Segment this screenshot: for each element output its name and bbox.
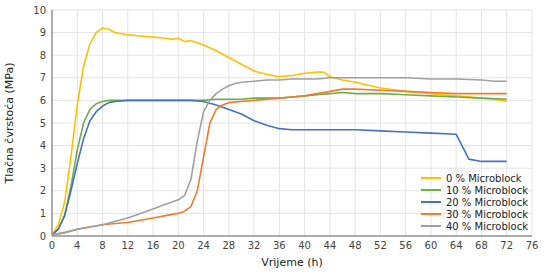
y-tick-label: 4 [40,140,46,151]
x-tick-label: 28 [222,240,235,251]
x-tick-label: 68 [475,240,488,251]
x-tick-label: 48 [349,240,362,251]
legend-swatch [421,189,441,191]
y-tick-label: 5 [40,118,46,129]
y-grid-line [52,145,532,146]
ticks: 0481216202428323640444852566064687276012… [33,5,538,252]
x-tick-label: 76 [526,240,539,251]
y-tick-label: 0 [40,231,46,242]
x-tick-label: 0 [49,240,55,251]
y-grid-line [52,168,532,169]
y-tick-label: 7 [40,72,46,83]
grid [52,10,532,236]
y-grid-line [52,123,532,124]
series-line [52,100,507,234]
x-tick-label: 4 [74,240,80,251]
legend-swatch [421,213,441,215]
series-line [52,28,507,235]
x-tick-label: 60 [425,240,438,251]
plot-area [52,28,507,235]
legend-label: 40 % Microblock [446,221,528,232]
series-line [52,89,507,235]
y-tick-label: 10 [33,5,46,16]
series-line [52,78,507,235]
x-grid-line [52,10,53,236]
x-axis-line [52,236,532,237]
series-line [52,92,507,234]
y-grid-line [52,10,532,11]
y-tick-label: 1 [40,208,46,219]
x-tick-label: 36 [273,240,286,251]
x-tick-label: 72 [500,240,513,251]
legend-swatch [421,201,441,203]
x-tick-label: 64 [450,240,463,251]
x-tick-label: 52 [374,240,387,251]
chart: 0481216202428323640444852566064687276012… [0,0,544,274]
y-tick-label: 8 [40,50,46,61]
x-tick-label: 8 [99,240,105,251]
legend-swatch [421,225,441,227]
x-tick-label: 16 [147,240,160,251]
y-tick-label: 2 [40,185,46,196]
x-tick-label: 44 [324,240,337,251]
legend: 0 % Microblock10 % Microblock20 % Microb… [421,173,528,232]
legend-label: 10 % Microblock [446,185,528,196]
y-axis-line [52,10,53,236]
y-grid-line [52,236,532,237]
y-axis-label: Tlačna čvrstoća (MPa) [3,63,16,185]
legend-swatch [421,177,441,179]
x-tick-label: 12 [121,240,134,251]
x-tick-label: 32 [248,240,261,251]
x-tick-label: 56 [399,240,412,251]
y-grid-line [52,32,532,33]
y-tick-label: 3 [40,163,46,174]
x-tick-label: 20 [172,240,185,251]
legend-label: 0 % Microblock [446,173,522,184]
x-axis-label: Vrijemе (h) [261,256,322,269]
y-grid-line [52,55,532,56]
y-tick-label: 9 [40,27,46,38]
legend-label: 20 % Microblock [446,197,528,208]
y-tick-label: 6 [40,95,46,106]
x-tick-label: 40 [298,240,311,251]
x-tick-label: 24 [197,240,210,251]
legend-label: 30 % Microblock [446,209,528,220]
